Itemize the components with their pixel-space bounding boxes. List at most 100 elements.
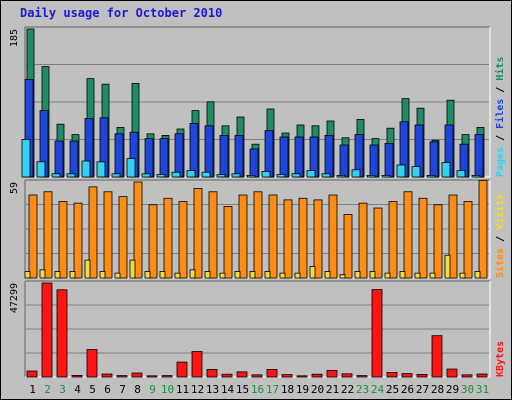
sites-bar-day-3 (58, 201, 68, 279)
legend-part-2: / (495, 230, 506, 248)
sites-bar-day-5 (88, 186, 98, 279)
x-tick-label-day-6: 6 (104, 383, 111, 396)
pages-bar-day-20 (306, 170, 316, 178)
x-tick-label-day-2: 2 (44, 383, 51, 396)
pages-bar-day-7 (111, 173, 121, 178)
files-bar-day-4 (69, 140, 79, 178)
sites-bar-day-19 (298, 197, 308, 279)
panel-1-ymax-label: 185 (9, 29, 20, 47)
files-bar-day-13 (204, 125, 214, 178)
pages-bar-day-31 (471, 174, 481, 178)
pages-bar-day-22 (336, 174, 346, 178)
panel-3-series-legend: KBytes (495, 341, 506, 377)
pages-bar-day-5 (81, 160, 91, 178)
kbytes-bar-day-25 (386, 372, 398, 378)
sites-bar-day-15 (238, 194, 248, 279)
kbytes-bar-day-22 (341, 373, 353, 378)
pages-bar-day-13 (201, 171, 211, 178)
legend-part-3: Visits (494, 194, 506, 230)
kbytes-bar-day-21 (326, 370, 338, 378)
files-bar-day-19 (294, 136, 304, 178)
x-tick-label-day-10: 10 (161, 383, 174, 396)
kbytes-bar-day-5 (86, 349, 98, 378)
sites-bar-day-6 (103, 191, 113, 279)
x-tick-label-day-23: 23 (356, 383, 369, 396)
pages-bar-day-30 (456, 170, 466, 178)
x-tick-label-day-19: 19 (296, 383, 309, 396)
pages-bar-day-28 (426, 174, 436, 178)
kbytes-bar-day-31 (476, 373, 488, 378)
kbytes-bar-day-30 (461, 374, 473, 378)
kbytes-bar-day-18 (281, 374, 293, 378)
files-bar-day-16 (249, 148, 259, 178)
x-tick-label-day-1: 1 (29, 383, 36, 396)
legend-part-5: Hits (494, 57, 506, 81)
pages-bar-day-14 (216, 174, 226, 178)
sites-bar-day-25 (388, 201, 398, 279)
x-tick-label-day-16: 16 (251, 383, 264, 396)
pages-bar-day-15 (231, 173, 241, 178)
visits-bar-day-12 (189, 269, 196, 279)
visits-bar-day-6 (99, 271, 106, 279)
visits-bar-day-14 (219, 272, 226, 279)
kbytes-bar-day-11 (176, 361, 188, 378)
pages-bar-day-18 (276, 174, 286, 178)
visits-bar-day-17 (264, 271, 271, 279)
visits-bar-day-24 (369, 271, 376, 279)
pages-bar-day-24 (366, 174, 376, 178)
kbytes-bar-day-24 (371, 289, 383, 378)
files-bar-day-18 (279, 136, 289, 178)
x-tick-label-day-4: 4 (74, 383, 81, 396)
visits-bar-day-23 (354, 271, 361, 279)
sites-bar-day-20 (313, 199, 323, 279)
files-bar-day-17 (264, 130, 274, 178)
visits-bar-day-3 (54, 271, 61, 279)
sites-bar-day-30 (463, 201, 473, 279)
kbytes-bar-day-14 (221, 373, 233, 378)
legend-part-1: Sites (494, 248, 506, 278)
sites-bar-day-23 (358, 202, 368, 279)
x-tick-label-day-5: 5 (89, 383, 96, 396)
files-bar-day-28 (429, 141, 439, 178)
sites-bar-day-17 (268, 194, 278, 279)
visits-bar-day-2 (39, 269, 46, 279)
pages-bar-day-21 (321, 173, 331, 178)
pages-bar-day-3 (51, 173, 61, 178)
panel-1-series-legend: Pages / Files / Hits (494, 57, 506, 177)
x-tick-label-day-31: 31 (476, 383, 489, 396)
visits-bar-day-31 (474, 271, 481, 279)
visits-bar-day-13 (204, 271, 211, 279)
visits-bar-day-8 (129, 259, 136, 279)
files-bar-day-24 (369, 144, 379, 178)
kbytes-bar-day-16 (251, 374, 263, 378)
files-bar-day-14 (219, 134, 229, 178)
kbytes-bar-day-23 (356, 375, 368, 378)
pages-bar-day-16 (246, 174, 256, 178)
visits-bar-day-28 (429, 272, 436, 279)
legend-part-3: Files (494, 99, 506, 129)
sites-bar-day-4 (73, 202, 83, 279)
panel-2-ymax-label: 59 (9, 182, 20, 194)
visits-bar-day-25 (384, 272, 391, 279)
sites-bar-day-7 (118, 196, 128, 279)
files-bar-day-22 (339, 144, 349, 178)
files-bar-day-9 (144, 138, 154, 178)
x-tick-label-day-8: 8 (134, 383, 141, 396)
pages-bar-day-12 (186, 170, 196, 178)
sites-bar-day-31 (478, 179, 488, 279)
visits-bar-day-9 (144, 271, 151, 279)
x-tick-label-day-27: 27 (416, 383, 429, 396)
kbytes-bar-day-8 (131, 372, 143, 378)
x-tick-label-day-20: 20 (311, 383, 324, 396)
sites-bar-day-16 (253, 191, 263, 279)
x-tick-label-day-9: 9 (149, 383, 156, 396)
kbytes-bar-day-17 (266, 369, 278, 378)
kbytes-bar-day-26 (401, 373, 413, 378)
files-bar-day-11 (174, 133, 184, 178)
visits-bar-day-15 (234, 271, 241, 279)
panel-3-ymax-label: 47299 (9, 283, 20, 313)
files-bar-day-7 (114, 133, 124, 178)
sites-bar-day-21 (328, 194, 338, 279)
x-tick-label-day-17: 17 (266, 383, 279, 396)
